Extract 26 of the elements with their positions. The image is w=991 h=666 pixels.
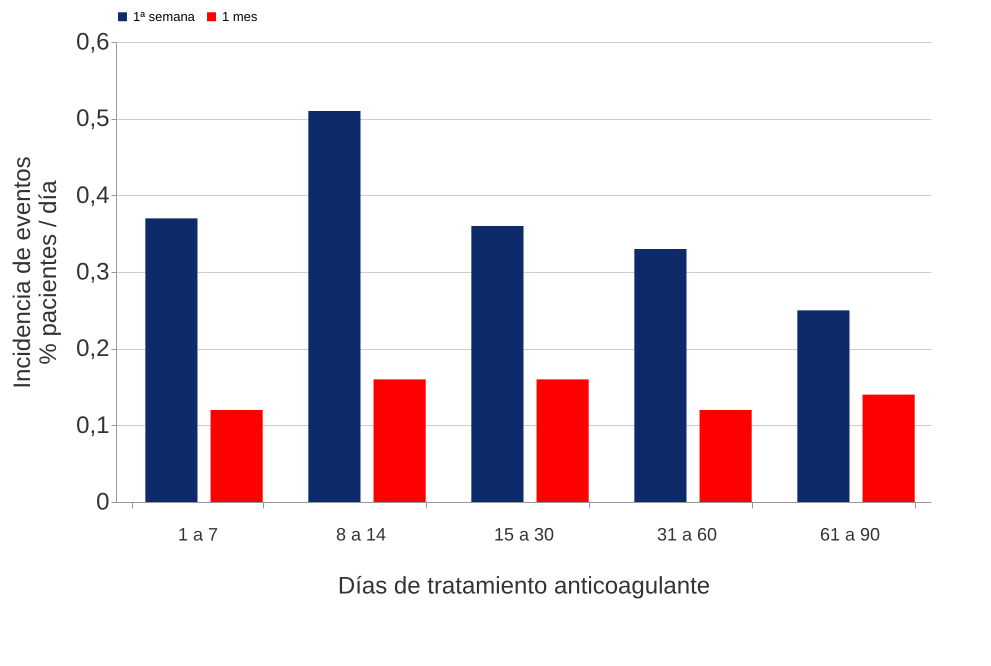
x-tick-label: 8 a 14	[336, 524, 386, 544]
x-tick-label: 15 a 30	[494, 524, 554, 544]
y-tick-label: 0,2	[76, 335, 110, 362]
bar	[374, 379, 426, 502]
x-tick-label: 31 a 60	[656, 524, 718, 544]
y-tick-label: 0,4	[76, 182, 110, 209]
x-tick-label: 1 a 7	[178, 524, 218, 544]
bar	[308, 111, 360, 502]
x-tick-label: 61 a 90	[820, 524, 880, 544]
bar	[536, 379, 589, 502]
bar	[797, 310, 850, 502]
y-axis-title: Incidencia de eventos % pacientes / día	[9, 156, 62, 389]
bar	[471, 226, 524, 502]
y-tick-label: 0,6	[76, 28, 110, 56]
y-tick-label: 0,1	[76, 412, 110, 439]
y-tick-label: 0,5	[76, 105, 110, 132]
bar	[634, 249, 686, 502]
bar	[862, 394, 915, 502]
x-axis-title: Días de tratamiento anticoagulante	[338, 572, 710, 600]
y-tick-label: 0	[96, 488, 110, 516]
legend-label: 1 mes	[222, 8, 258, 24]
y-tick-label: 0,3	[76, 258, 110, 286]
bar	[210, 410, 263, 502]
bar	[145, 218, 198, 502]
legend-label: 1ª semana	[133, 8, 196, 24]
bar	[700, 410, 752, 502]
